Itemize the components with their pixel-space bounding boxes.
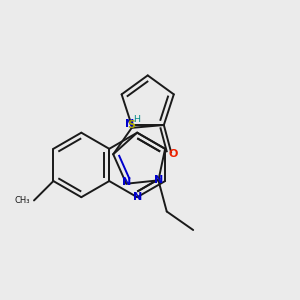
Text: N: N bbox=[125, 119, 134, 129]
Text: N: N bbox=[122, 177, 131, 187]
Text: N: N bbox=[133, 192, 142, 202]
Text: S: S bbox=[128, 120, 136, 130]
Text: CH₃: CH₃ bbox=[15, 196, 30, 205]
Text: N: N bbox=[154, 176, 164, 185]
Text: O: O bbox=[169, 149, 178, 159]
Text: H: H bbox=[133, 115, 140, 124]
